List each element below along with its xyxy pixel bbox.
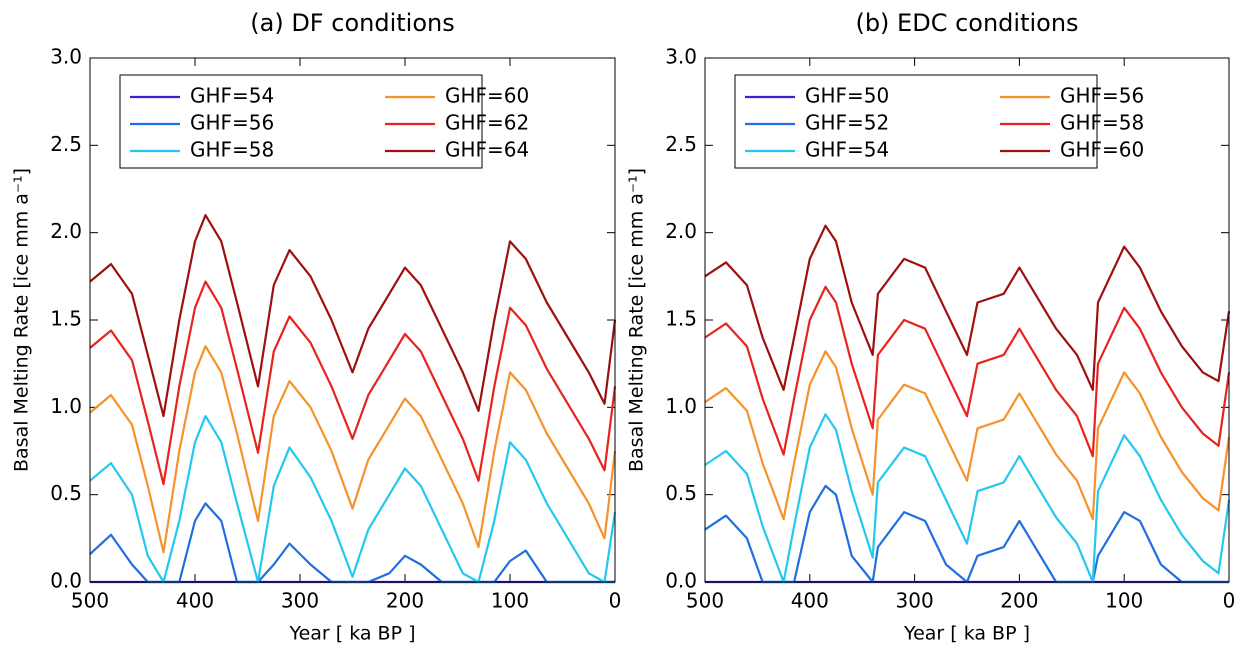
x-tick-label: 200 [1000,589,1038,613]
data-line [704,224,1231,391]
legend-label: GHF=54 [805,138,889,162]
x-tick-label: 400 [791,589,829,613]
y-tick-label: 1.0 [50,394,82,418]
data-line [89,214,617,418]
legend-label: GHF=56 [190,111,274,135]
x-tick-label: 0 [609,589,622,613]
y-tick-label: 0.0 [50,569,82,593]
legend-label: GHF=62 [445,111,529,135]
y-axis-label: Basal Melting Rate [ice mm a⁻¹] [11,168,33,472]
y-tick-label: 0.5 [50,481,82,505]
y-tick-label: 2.0 [50,219,82,243]
legend-label: GHF=56 [1060,84,1144,108]
y-tick-label: 3.0 [50,45,82,69]
x-axis-label: Year [ ka BP ] [288,623,415,645]
legend-label: GHF=58 [190,138,274,162]
x-tick-label: 300 [896,589,934,613]
x-tick-label: 200 [386,589,424,613]
legend-box [119,74,483,169]
data-line [704,413,1231,584]
data-line [89,345,617,554]
y-tick-label: 0.0 [665,569,697,593]
legend-label: GHF=58 [1060,111,1144,135]
x-tick-label: 100 [491,589,529,613]
x-axis-label: Year [ ka BP ] [903,623,1030,645]
x-tick-label: 300 [281,589,319,613]
x-tick-label: 400 [176,589,214,613]
legend-label: GHF=52 [805,111,889,135]
plot-frame [89,57,616,583]
legend-label: GHF=54 [190,84,274,108]
data-line [89,415,617,584]
data-line [704,285,1231,458]
x-tick-label: 0 [1223,589,1236,613]
x-tick-label: 500 [686,589,724,613]
y-tick-label: 2.5 [665,132,697,156]
x-tick-label: 500 [71,589,109,613]
data-line [704,484,1229,584]
chart-title: (b) EDC conditions [855,9,1078,37]
y-tick-label: 1.5 [50,307,82,331]
y-tick-label: 2.0 [665,219,697,243]
x-tick-label: 100 [1105,589,1143,613]
y-axis-label: Basal Melting Rate [ice mm a⁻¹] [626,168,648,472]
chart-title: (a) DF conditions [250,9,454,37]
data-line [704,350,1231,521]
legend-label: GHF=60 [1060,138,1144,162]
y-tick-label: 0.5 [665,481,697,505]
legend-label: GHF=60 [445,84,529,108]
y-tick-label: 1.0 [665,394,697,418]
panel: (b) EDC conditions Year [ ka BP ] Basal Me… [626,9,1236,645]
y-tick-label: 2.5 [50,132,82,156]
data-line [89,280,617,486]
y-tick-label: 1.5 [665,307,697,331]
panel: (a) DF conditions Year [ ka BP ] Basal Mel… [11,9,622,645]
y-tick-label: 3.0 [665,45,697,69]
legend-label: GHF=64 [445,138,529,162]
plot-frame [704,57,1230,583]
legend-box [734,74,1098,169]
legend-label: GHF=50 [805,84,889,108]
